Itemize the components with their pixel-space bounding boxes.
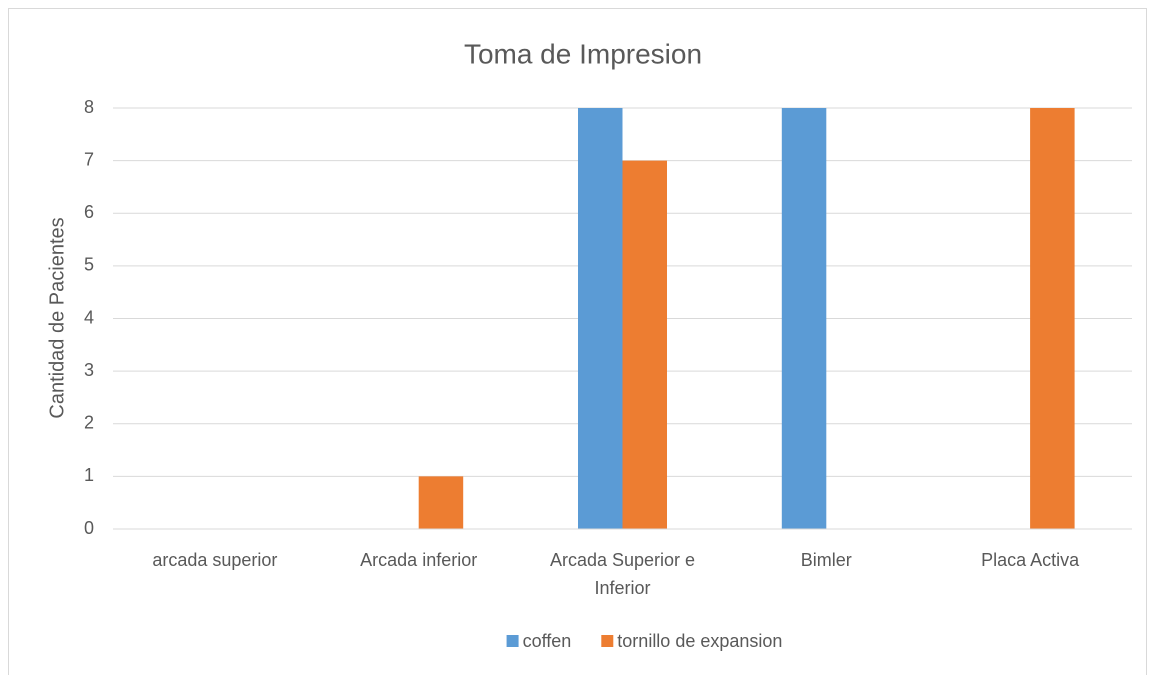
legend-label: tornillo de expansion	[617, 631, 782, 651]
bar	[781, 108, 827, 529]
bar	[622, 160, 667, 529]
y-tick-label: 3	[84, 360, 94, 380]
y-tick-label: 7	[84, 149, 94, 169]
chart-title: Toma de Impresion	[464, 38, 702, 69]
y-axis-label: Cantidad de Pacientes	[46, 217, 68, 418]
legend-label: coffen	[523, 631, 572, 651]
x-tick-label: Arcada Superior e Inferior	[550, 550, 695, 598]
y-tick-label: 8	[84, 97, 94, 117]
x-tick-label: arcada superior	[152, 550, 277, 570]
y-tick-label: 4	[84, 307, 94, 327]
bar	[418, 476, 464, 529]
y-tick-label: 6	[84, 202, 94, 222]
y-tick-label: 5	[84, 255, 94, 275]
x-tick-label: Placa Activa	[981, 550, 1080, 570]
legend-swatch	[601, 635, 614, 647]
legend-swatch	[506, 635, 519, 647]
y-tick-label: 0	[84, 518, 94, 538]
y-tick-label: 2	[84, 413, 94, 433]
x-tick-label: Arcada inferior	[360, 550, 477, 570]
y-tick-label: 1	[84, 465, 94, 485]
x-tick-label: Bimler	[801, 550, 852, 570]
chart-frame	[8, 8, 1147, 680]
bar	[1030, 108, 1075, 529]
bar	[578, 108, 623, 529]
